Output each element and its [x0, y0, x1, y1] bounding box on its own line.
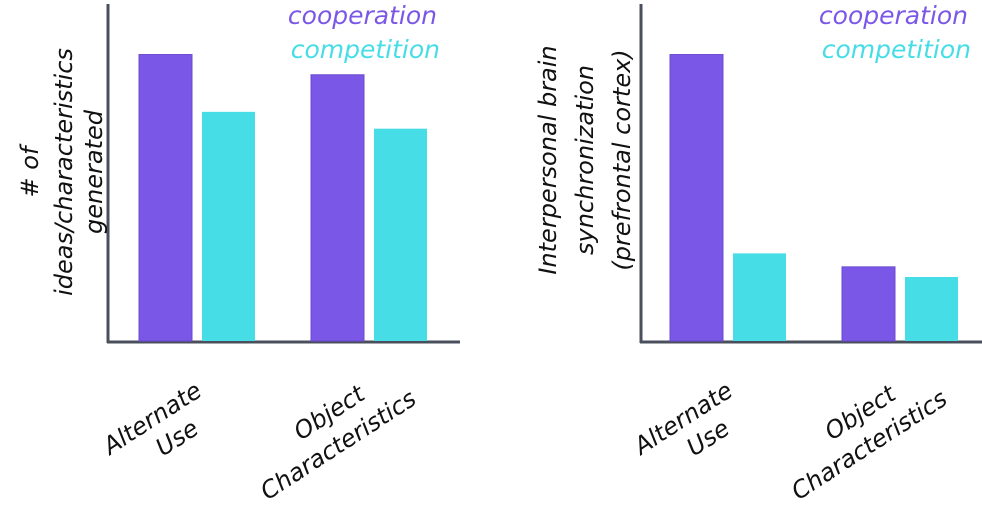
right-y-label-line: Interpersonal brain [534, 45, 562, 274]
right-y-label-line: (prefrontal cortex) [608, 49, 636, 270]
left-tick-alternate-use: Alternate Use [96, 376, 206, 462]
left-y-label-line: ideas/characteristics [50, 48, 78, 296]
bar-competition-object-characteristics [905, 276, 958, 341]
left-bars [138, 54, 427, 342]
bar-competition-alternate-use [733, 253, 786, 341]
right-y-label-line: synchronization [571, 65, 599, 255]
left-legend-cooperation: cooperation [288, 1, 437, 30]
right-bars [669, 54, 958, 342]
bar-cooperation-object-characteristics [841, 266, 896, 342]
left-legend-competition: competition [291, 35, 440, 64]
left-y-label-line: # of [16, 143, 44, 197]
bar-cooperation-alternate-use [669, 54, 724, 342]
right-legend-cooperation: cooperation [819, 1, 968, 30]
left-y-label: # of ideas/characteristics generated [16, 48, 108, 296]
bar-competition-alternate-use [202, 111, 255, 341]
left-panel: cooperation competition # of ideas/chara… [16, 1, 460, 506]
bar-cooperation-object-characteristics [310, 74, 365, 342]
bar-cooperation-alternate-use [138, 54, 193, 342]
left-tick-object-characteristics: Object Characteristics [255, 379, 421, 506]
right-tick-object-characteristics: Object Characteristics [786, 379, 952, 506]
right-legend-competition: competition [822, 35, 971, 64]
right-y-label: Interpersonal brain synchronization (pre… [534, 45, 636, 274]
right-panel: cooperation competition Interpersonal br… [534, 1, 982, 506]
left-y-label-line: generated [80, 109, 108, 234]
bar-competition-object-characteristics [374, 128, 427, 341]
right-tick-alternate-use: Alternate Use [627, 376, 737, 462]
